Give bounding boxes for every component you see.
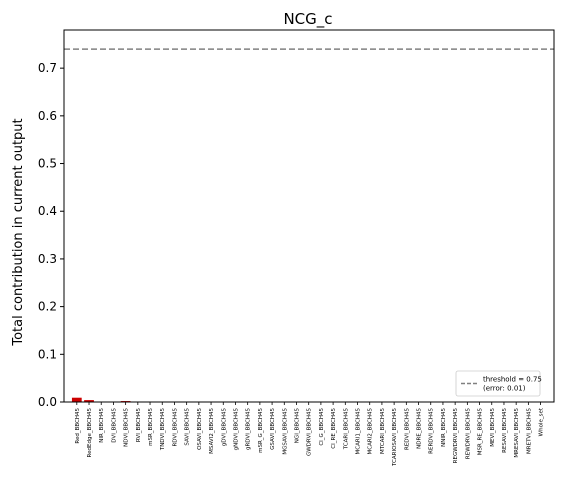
x-tick-label: RERDVI_BBCH45 bbox=[429, 408, 435, 454]
y-tick-label: 0.2 bbox=[38, 300, 57, 314]
legend-threshold-label: threshold = 0.75 bbox=[483, 376, 542, 384]
chart-title: NCG_c bbox=[283, 10, 332, 29]
x-tick-label: SAVI_BBCH45 bbox=[185, 408, 191, 446]
x-tick-label: gRDVI_BBCH45 bbox=[246, 408, 252, 451]
x-tick-label: gDVI_BBCH45 bbox=[221, 408, 227, 447]
y-tick-label: 0.6 bbox=[38, 109, 57, 123]
x-tick-label: MEVI_BBCH45 bbox=[490, 408, 496, 447]
x-tick-label: TNDVI_BBCH45 bbox=[160, 408, 166, 452]
x-tick-label: NNIR_BBCH45 bbox=[441, 408, 447, 447]
x-tick-label: MCARI1_BBCH45 bbox=[356, 408, 362, 455]
bar bbox=[84, 400, 94, 402]
x-tick-label: GWDRVI_BBCH45 bbox=[307, 408, 313, 457]
y-tick-label: 0.4 bbox=[38, 204, 57, 218]
x-tick-label: MCARI2_BBCH45 bbox=[368, 408, 374, 455]
x-tick-label: OSAVI_BBCH45 bbox=[197, 408, 203, 450]
x-tick-label: Whole_set bbox=[539, 407, 545, 436]
bar bbox=[71, 397, 82, 402]
x-tick-label: REGWDRVI_BBCH45 bbox=[453, 408, 459, 464]
y-axis: 0.0 0.1 0.2 0.3 0.4 0.5 0.6 0.7 bbox=[38, 61, 64, 409]
plot-frame bbox=[63, 29, 555, 403]
x-tick-label: TCARIOSAVI_BBCH45 bbox=[392, 408, 398, 467]
y-tick-label: 0.5 bbox=[38, 157, 57, 171]
x-axis: Red_BBCH45 RedEdge_BBCH45 NIR_BBCH45 DVI_BB… bbox=[75, 402, 545, 467]
x-tick-label: TCARI_BBCH45 bbox=[343, 408, 349, 451]
x-tick-label: DVI_BBCH45 bbox=[111, 408, 117, 443]
x-tick-label: NIR_BBCH45 bbox=[99, 408, 105, 443]
x-tick-label: RedEdge_BBCH45 bbox=[87, 408, 93, 458]
x-tick-label: MSR_RE_BBCH45 bbox=[478, 408, 484, 456]
x-tick-label: NDVI_BBCH45 bbox=[124, 408, 130, 447]
x-tick-label: REDVI_BBCH45 bbox=[404, 408, 410, 450]
x-tick-label: MSAVI2_BBCH45 bbox=[209, 408, 215, 454]
bars-group bbox=[71, 397, 131, 402]
y-tick-label: 0.3 bbox=[38, 252, 57, 266]
x-tick-label: NGI_BBCH45 bbox=[294, 408, 300, 444]
legend-box bbox=[455, 370, 541, 397]
x-tick-label: mSR_G_BBCH45 bbox=[258, 408, 264, 453]
x-tick-label: CI_RE_BBCH45 bbox=[331, 408, 337, 449]
y-tick-label: 0.7 bbox=[38, 61, 57, 75]
x-tick-label: MRESAVI_BBCH45 bbox=[514, 408, 520, 458]
x-tick-label: MTCARI_BBCH45 bbox=[380, 408, 386, 455]
x-tick-label: RDVI_BBCH45 bbox=[172, 408, 178, 447]
y-tick-label: 0.0 bbox=[38, 395, 57, 409]
legend-threshold-error: (error: 0.01) bbox=[483, 385, 526, 393]
x-tick-label: CI_G_BBCH45 bbox=[319, 408, 325, 446]
x-tick-label: NDRE_BBCH45 bbox=[417, 408, 423, 449]
x-tick-label: MGSAVI_BBCH45 bbox=[282, 408, 288, 455]
x-tick-label: RESAVI_BBCH45 bbox=[502, 407, 508, 452]
x-tick-label: REWDRVI_BBCH45 bbox=[465, 408, 471, 460]
y-axis-label: Total contribution in current output bbox=[11, 118, 26, 346]
x-tick-label: mSR_BBCH45 bbox=[148, 408, 154, 446]
x-tick-label: gNDVI_BBCH45 bbox=[233, 408, 239, 451]
x-tick-label: MRETVI_BBCH45 bbox=[526, 408, 532, 454]
x-tick-label: RVI_BBCH45 bbox=[136, 408, 142, 443]
x-tick-label: Red_BBCH45 bbox=[75, 408, 81, 444]
y-tick-label: 0.1 bbox=[38, 347, 57, 361]
x-tick-label: GSAVI_BBCH45 bbox=[270, 408, 276, 450]
legend: threshold = 0.75 (error: 0.01) bbox=[455, 370, 542, 397]
